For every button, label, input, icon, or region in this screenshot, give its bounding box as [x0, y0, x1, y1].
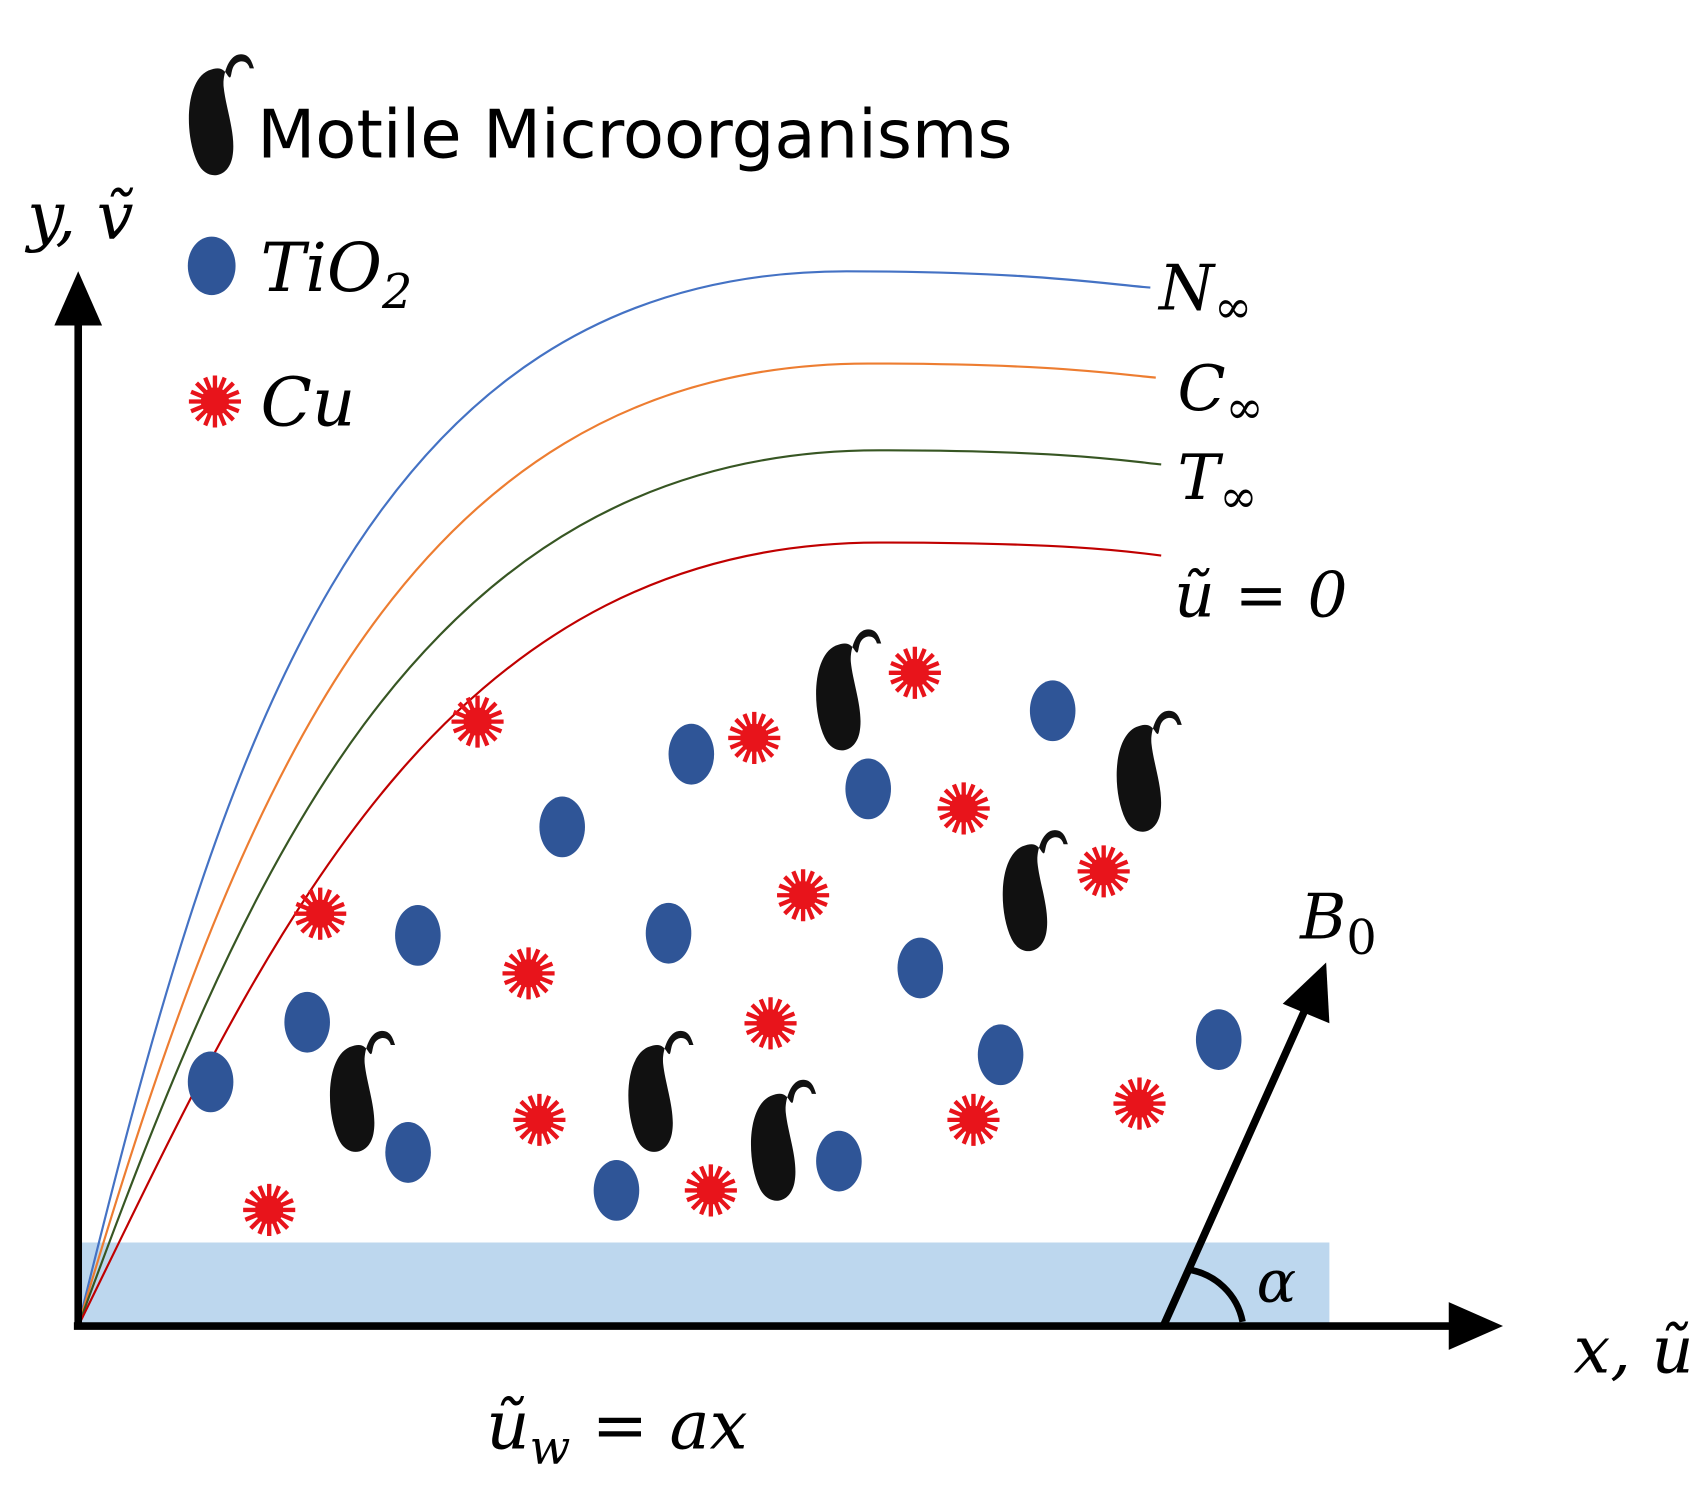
tio2-particle [845, 758, 891, 820]
subscript: 2 [381, 265, 412, 320]
tio2-particle [593, 1160, 640, 1221]
curve-label: T∞ [1177, 441, 1257, 523]
cu-particle [947, 1094, 999, 1146]
cu-particle [685, 1164, 737, 1216]
legend-text: Motile Microorganisms [257, 95, 1012, 173]
tio2-particle [645, 902, 692, 964]
field-label: B0 [1299, 881, 1377, 966]
cu-particle [889, 647, 941, 699]
tio2-particle [539, 796, 585, 858]
curve-label: C∞ [1177, 352, 1263, 434]
tio2-particle [284, 991, 330, 1053]
tio2-particle [1029, 680, 1076, 742]
text: C [1177, 352, 1225, 425]
subscript: ∞ [1214, 280, 1252, 333]
plate [78, 1242, 1330, 1325]
text: ũ [486, 1387, 529, 1465]
subscript: ∞ [1219, 470, 1257, 523]
cu-particle [513, 1094, 565, 1146]
microorganism [750, 1079, 817, 1201]
microorganism [816, 629, 882, 751]
y-axis-label: y, ṽ [24, 180, 134, 255]
tio2-particle [385, 1122, 431, 1183]
cu-particle [777, 869, 829, 921]
profile-t [77, 449, 1162, 1327]
microorganism [628, 1030, 694, 1152]
cu-particle [728, 712, 780, 764]
tio2-particle [1195, 1009, 1242, 1070]
x-arrowhead [1448, 1302, 1504, 1350]
text: T [1177, 441, 1223, 514]
profile-c [77, 362, 1156, 1327]
cu-particle [1078, 845, 1130, 897]
subscript: 0 [1346, 911, 1376, 966]
field-arrow [1159, 1002, 1312, 1328]
microorganism [1116, 710, 1182, 832]
legend-text: Cu [261, 363, 356, 441]
x-axis-label: x, ũ [1574, 1314, 1693, 1389]
cu-particle [243, 1184, 295, 1236]
cu-particle [294, 888, 346, 940]
tio2-particle [668, 723, 715, 785]
curve-label: ũ = 0 [1174, 558, 1347, 631]
angle-label: α [1257, 1248, 1297, 1316]
y-arrowhead [54, 271, 103, 326]
text: TiO [261, 229, 383, 307]
axes [73, 314, 1460, 1330]
wall-label: ũw = ax [486, 1387, 747, 1476]
microorganism [329, 1030, 396, 1152]
legend-cu [189, 375, 241, 427]
particles [187, 629, 1242, 1236]
cu-particle [938, 782, 990, 834]
tio2-particle [816, 1130, 862, 1192]
legend: Motile Microorganisms TiO2 Cu [187, 54, 1012, 441]
subscript: ∞ [1226, 381, 1264, 434]
legend-microorganism [188, 54, 255, 176]
angle-arc [1187, 1266, 1246, 1323]
microorganism [1002, 830, 1068, 952]
cu-particle [503, 947, 555, 999]
tio2-particle [897, 937, 944, 999]
legend-text: TiO2 [261, 229, 413, 320]
text: N [1157, 251, 1216, 324]
tio2-particle [977, 1024, 1024, 1086]
curve-label: N∞ [1157, 251, 1252, 333]
profile-n [77, 270, 1151, 1327]
text: = ax [570, 1387, 747, 1465]
cu-particle [1113, 1078, 1165, 1130]
subscript: w [530, 1421, 571, 1476]
field-arrowhead [1282, 962, 1330, 1024]
tio2-particle [395, 905, 441, 966]
legend-tio2 [187, 236, 236, 296]
cu-particle [452, 696, 504, 748]
cu-particle [744, 997, 796, 1049]
tio2-particle [187, 1051, 234, 1113]
text: B [1299, 881, 1346, 954]
